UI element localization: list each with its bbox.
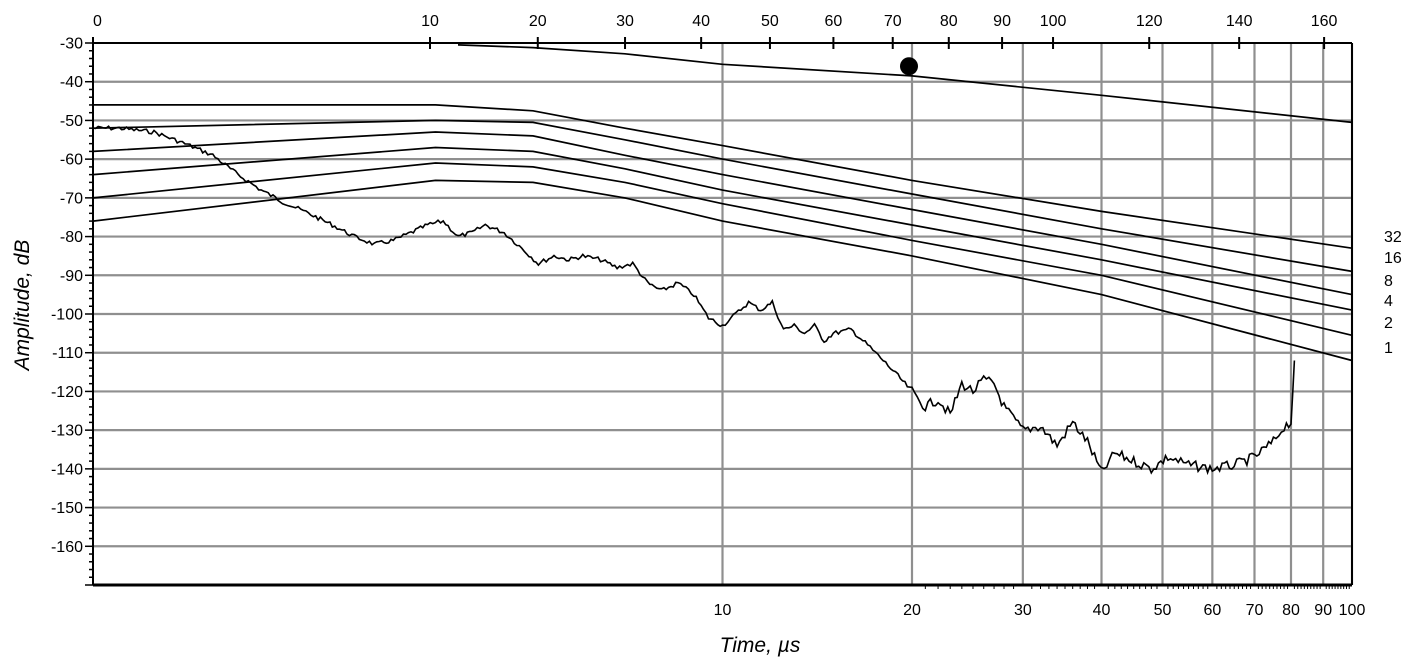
legend-entry: 2	[1384, 315, 1393, 332]
x-tick-label-top: 80	[940, 13, 958, 30]
y-tick-label: -140	[51, 461, 83, 478]
y-tick-label: -150	[51, 500, 83, 517]
x-tick-label: 90	[1314, 602, 1332, 619]
x-tick-label-top: 90	[993, 13, 1011, 30]
x-tick-label-top: 40	[692, 13, 710, 30]
legend-entry: 32	[1384, 229, 1402, 246]
y-tick-label: -90	[60, 268, 83, 285]
legend-entry: 8	[1384, 273, 1393, 290]
y-tick-label: -50	[60, 113, 83, 130]
reference-curve	[92, 119, 1353, 273]
y-tick-label: -70	[60, 190, 83, 207]
x-tick-label-top: 60	[825, 13, 843, 30]
y-tick-labels: -30 -40 -50 -60 -70 -80 -90 -100 -110 -120 -130 -14…	[51, 36, 83, 556]
x-tick-label-top: 30	[616, 13, 634, 30]
legend-entry: 4	[1384, 293, 1393, 310]
x-tick-label-top: 160	[1311, 13, 1338, 30]
x-tick-label-top: 10	[421, 13, 439, 30]
x-tick-label-top: 120	[1136, 13, 1163, 30]
reference-curve	[457, 44, 1353, 124]
x-axis-label: Time, µs	[720, 634, 801, 657]
y-axis-label: Amplitude, dB	[11, 240, 34, 373]
x-tick-label: 40	[1093, 602, 1111, 619]
x-tick-label-top: 70	[884, 13, 902, 30]
reference-curve	[92, 179, 1353, 362]
axes-frame	[85, 37, 1353, 589]
y-tick-label: -160	[51, 539, 83, 556]
x-tick-label: 20	[903, 602, 921, 619]
series-lines	[92, 44, 1353, 476]
reference-curve	[92, 131, 1353, 296]
y-tick-label: -100	[51, 307, 83, 324]
x-tick-label-top: 20	[529, 13, 547, 30]
x-tick-labels-top: 0102030405060708090100120140160190220260	[93, 13, 1338, 30]
x-tick-label: 50	[1154, 602, 1172, 619]
y-tick-label: -40	[60, 74, 83, 91]
y-tick-label: -60	[60, 152, 83, 169]
x-tick-label-top: 0	[93, 13, 102, 30]
y-tick-label: -110	[52, 345, 83, 362]
y-tick-label: -130	[51, 423, 83, 440]
x-tick-label-top: 140	[1226, 13, 1253, 30]
y-tick-label: -120	[51, 384, 83, 401]
x-tick-label: 60	[1203, 602, 1221, 619]
x-tick-label: 30	[1014, 602, 1032, 619]
reference-curve	[93, 104, 1353, 250]
x-tick-label-top: 50	[761, 13, 779, 30]
position-marker	[900, 57, 918, 76]
y-tick-label: -30	[60, 36, 83, 53]
x-tick-label: 70	[1246, 602, 1264, 619]
x-tick-labels-bottom: 10 20 30 40 50 60 70 80 90 100	[714, 602, 1366, 619]
legend-entry: 1	[1384, 340, 1393, 357]
measured-trace	[92, 125, 1296, 476]
legend: 32 16 8 4 2 1	[1384, 229, 1402, 357]
x-tick-label-top: 100	[1040, 13, 1067, 30]
x-tick-label: 10	[714, 602, 732, 619]
x-tick-label: 100	[1339, 602, 1366, 619]
reference-curve	[92, 162, 1353, 337]
y-tick-label: -80	[60, 229, 83, 246]
reference-curve	[92, 146, 1353, 311]
x-tick-label: 80	[1282, 602, 1300, 619]
legend-entry: 16	[1384, 250, 1402, 267]
